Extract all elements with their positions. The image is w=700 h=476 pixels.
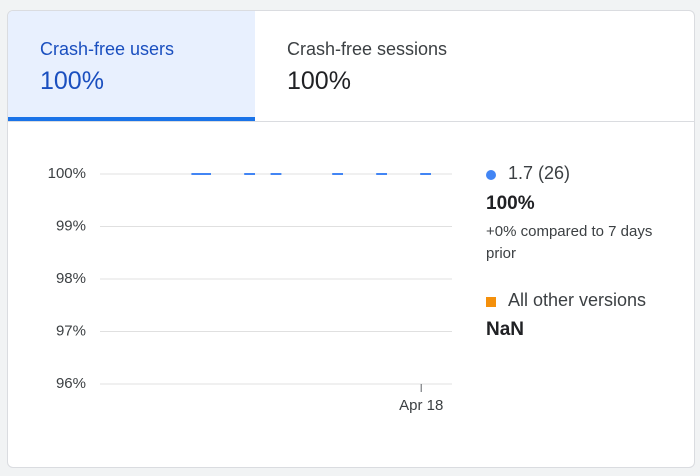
y-tick-label: 100% [48, 165, 86, 182]
x-tick-label: Apr 18 [399, 397, 443, 414]
legend-value: 100% [486, 193, 535, 214]
legend-entry[interactable]: 1.7 (26) [486, 163, 570, 184]
legend-entry[interactable]: All other versions [486, 290, 646, 311]
tab-label: Crash-free sessions [287, 39, 448, 59]
tab-value: 100% [287, 67, 351, 95]
y-tick-label: 98% [56, 270, 86, 287]
legend-note: +0% compared to 7 days prior [486, 223, 653, 262]
tab[interactable]: Crash-free users 100% [8, 11, 255, 121]
y-tick-label: 97% [56, 322, 86, 339]
card: Crash-free users 100% Crash-free session… [7, 10, 695, 468]
tab[interactable]: Crash-free sessions 100% [255, 11, 694, 121]
divider [8, 121, 694, 122]
legend-swatch [486, 296, 496, 307]
legend-label: All other versions [508, 290, 647, 310]
y-tick-label: 99% [56, 217, 86, 234]
tab-label: Crash-free users [40, 39, 175, 59]
legend-swatch [486, 169, 496, 180]
legend-value: NaN [486, 319, 525, 340]
tab-value: 100% [40, 67, 104, 95]
y-tick-label: 96% [56, 375, 86, 392]
legend-label: 1.7 (26) [508, 163, 571, 183]
